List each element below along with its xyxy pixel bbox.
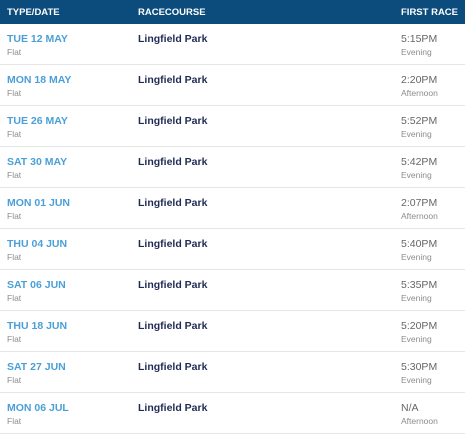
racecourse-name[interactable]: Lingfield Park <box>138 33 208 45</box>
table-body: TUE 12 MAY Flat Lingfield Park 5:15PM Evenin… <box>0 24 465 434</box>
race-date[interactable]: MON 18 MAY <box>7 74 72 86</box>
racecourse-name[interactable]: Lingfield Park <box>138 279 208 291</box>
meeting-period: Evening <box>401 129 432 139</box>
meeting-period: Afternoon <box>401 211 438 221</box>
first-race-time: N/A <box>401 402 419 414</box>
first-race-time: 5:40PM <box>401 238 438 250</box>
meeting-period: Evening <box>401 293 432 303</box>
meeting-period: Afternoon <box>401 88 438 98</box>
race-date[interactable]: SAT 27 JUN <box>7 361 66 373</box>
fixture-row[interactable]: THU 04 JUN Flat Lingfield Park 5:40PM Evenin… <box>0 229 465 270</box>
fixture-row[interactable]: SAT 27 JUN Flat Lingfield Park 5:30PM Evenin… <box>0 352 465 393</box>
meeting-period: Evening <box>401 47 432 57</box>
first-race-time: 2:20PM <box>401 74 438 86</box>
meeting-period: Afternoon <box>401 416 438 426</box>
race-date[interactable]: THU 04 JUN <box>7 238 68 250</box>
fixture-row[interactable]: TUE 12 MAY Flat Lingfield Park 5:15PM Evenin… <box>0 24 465 65</box>
race-date[interactable]: MON 06 JUL <box>7 402 69 414</box>
meeting-period: Evening <box>401 375 432 385</box>
racecourse-name[interactable]: Lingfield Park <box>138 238 208 250</box>
first-race-time: 5:15PM <box>401 33 438 45</box>
meeting-period: Evening <box>401 252 432 262</box>
first-race-time: 5:30PM <box>401 361 438 373</box>
fixture-row[interactable]: MON 01 JUN Flat Lingfield Park 2:07PM Aftern… <box>0 188 465 229</box>
race-type: Flat <box>7 334 22 344</box>
racecourse-name[interactable]: Lingfield Park <box>138 197 208 209</box>
race-date[interactable]: MON 01 JUN <box>7 197 71 209</box>
race-date[interactable]: SAT 06 JUN <box>7 279 66 291</box>
racecourse-name[interactable]: Lingfield Park <box>138 402 208 414</box>
fixture-row[interactable]: MON 06 JUL Flat Lingfield Park N/A Afternoon <box>0 393 465 434</box>
fixture-row[interactable]: SAT 06 JUN Flat Lingfield Park 5:35PM Evenin… <box>0 270 465 311</box>
fixture-row[interactable]: TUE 26 MAY Flat Lingfield Park 5:52PM Evenin… <box>0 106 465 147</box>
header-racecourse: RACECOURSE <box>138 7 206 18</box>
fixture-row[interactable]: SAT 30 MAY Flat Lingfield Park 5:42PM Evenin… <box>0 147 465 188</box>
racecourse-name[interactable]: Lingfield Park <box>138 74 208 86</box>
race-type: Flat <box>7 47 22 57</box>
first-race-time: 2:07PM <box>401 197 438 209</box>
racecourse-name[interactable]: Lingfield Park <box>138 115 208 127</box>
race-date[interactable]: THU 18 JUN <box>7 320 68 332</box>
first-race-time: 5:42PM <box>401 156 438 168</box>
first-race-time: 5:35PM <box>401 279 438 291</box>
first-race-time: 5:20PM <box>401 320 438 332</box>
fixture-row[interactable]: THU 18 JUN Flat Lingfield Park 5:20PM Evenin… <box>0 311 465 352</box>
fixture-row[interactable]: MON 18 MAY Flat Lingfield Park 2:20PM Aftern… <box>0 65 465 106</box>
race-date[interactable]: TUE 12 MAY <box>7 33 68 45</box>
race-type: Flat <box>7 88 22 98</box>
meeting-period: Evening <box>401 334 432 344</box>
racecourse-name[interactable]: Lingfield Park <box>138 156 208 168</box>
race-type: Flat <box>7 416 22 426</box>
race-type: Flat <box>7 375 22 385</box>
header-type-date: TYPE/DATE <box>7 7 60 18</box>
race-type: Flat <box>7 129 22 139</box>
race-type: Flat <box>7 211 22 221</box>
table-header: TYPE/DATE RACECOURSE FIRST RACE <box>0 0 465 24</box>
meeting-period: Evening <box>401 170 432 180</box>
race-type: Flat <box>7 293 22 303</box>
race-date[interactable]: TUE 26 MAY <box>7 115 68 127</box>
first-race-time: 5:52PM <box>401 115 438 127</box>
race-date[interactable]: SAT 30 MAY <box>7 156 68 168</box>
racecourse-name[interactable]: Lingfield Park <box>138 320 208 332</box>
header-first-race: FIRST RACE <box>401 7 458 18</box>
racecourse-name[interactable]: Lingfield Park <box>138 361 208 373</box>
race-type: Flat <box>7 252 22 262</box>
race-type: Flat <box>7 170 22 180</box>
